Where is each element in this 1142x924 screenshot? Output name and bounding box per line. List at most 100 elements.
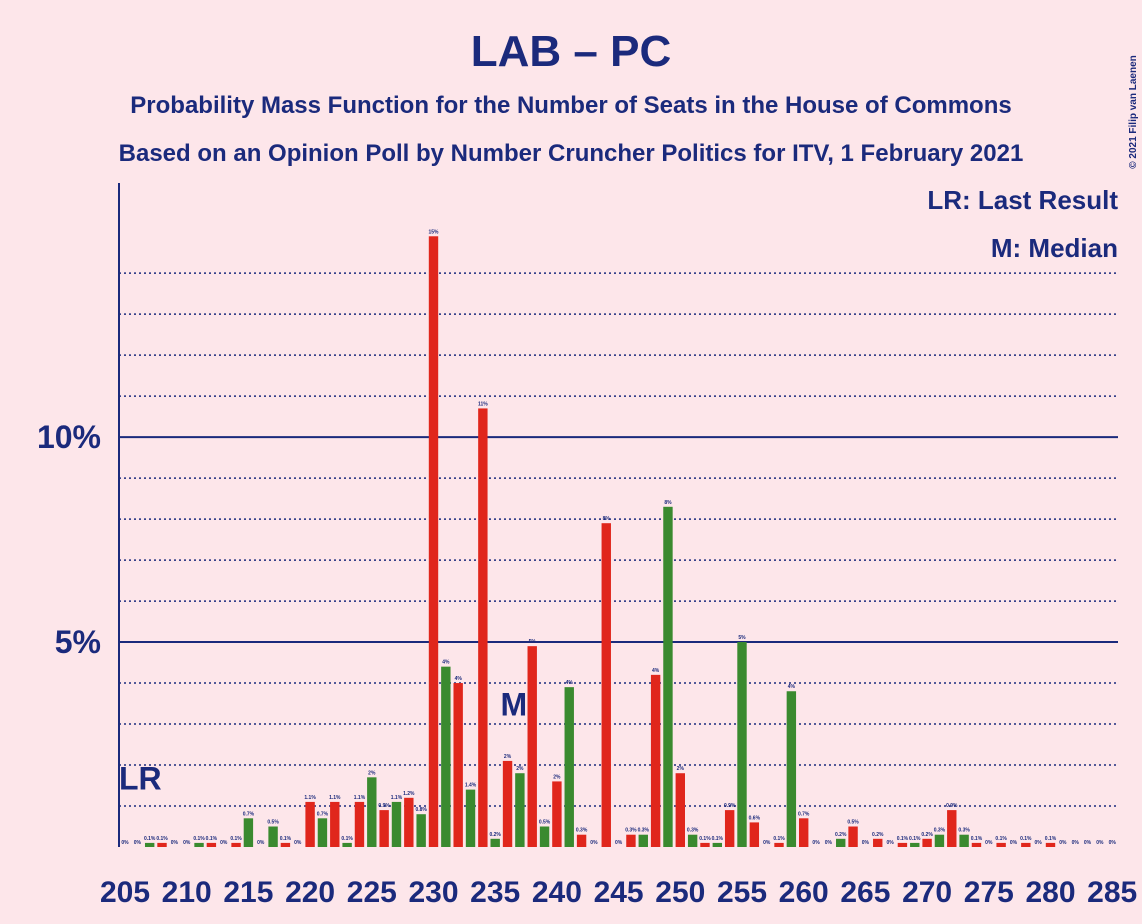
copyright: © 2021 Filip van Laenen: [1128, 55, 1139, 169]
x-tick-label: 275: [964, 876, 1014, 909]
bar: [428, 236, 439, 848]
value-label: 0.1%: [699, 836, 711, 842]
bar: [465, 789, 476, 847]
annotation: LR: [119, 760, 162, 796]
bar: [490, 838, 500, 847]
x-tick-label: 230: [408, 876, 458, 909]
value-label: 0.1%: [712, 836, 724, 842]
annotation: M: [501, 687, 528, 723]
bar: [391, 801, 402, 847]
value-label: 0.9%: [946, 803, 958, 809]
bar: [354, 801, 365, 847]
value-label: 4%: [788, 684, 796, 690]
bar: [305, 801, 315, 847]
value-label: 0.5%: [267, 820, 279, 826]
value-label: 0.8%: [415, 807, 427, 813]
value-label: 4%: [455, 676, 463, 682]
value-label: 4%: [442, 660, 450, 666]
value-label: 5%: [529, 639, 537, 645]
bar: [663, 506, 673, 847]
value-label: 4%: [652, 668, 660, 674]
value-label: 1.1%: [391, 795, 403, 801]
bar: [478, 408, 488, 847]
value-label: 1.1%: [329, 795, 341, 801]
bar: [922, 838, 932, 847]
bar: [786, 691, 797, 847]
value-label: 0%: [294, 840, 302, 846]
bar: [564, 687, 574, 847]
value-label: 8%: [603, 516, 611, 522]
bar: [515, 773, 525, 847]
value-label: 0.2%: [872, 832, 884, 838]
bar: [404, 797, 414, 847]
value-label: 2%: [504, 754, 512, 760]
bar: [342, 842, 352, 847]
value-label: 5%: [738, 635, 746, 641]
value-label: 0.5%: [539, 820, 551, 826]
value-label: 0%: [1096, 840, 1104, 846]
value-label: 1.4%: [465, 783, 477, 789]
bar: [231, 842, 241, 847]
x-tick-label: 225: [347, 876, 397, 909]
x-tick-label: 285: [1087, 876, 1137, 909]
value-label: 0.5%: [847, 820, 859, 826]
value-label: 0.1%: [280, 836, 292, 842]
bar: [268, 826, 278, 847]
bar: [601, 523, 611, 847]
bar: [330, 801, 340, 847]
bar: [552, 781, 562, 847]
value-label: 0.1%: [1020, 836, 1032, 842]
legend-entry: LR: Last Result: [927, 185, 1118, 215]
value-label: 0%: [1035, 840, 1043, 846]
bar: [897, 842, 908, 847]
value-label: 0.1%: [1045, 836, 1057, 842]
value-label: 0.3%: [687, 828, 699, 834]
x-tick-label: 265: [840, 876, 890, 909]
value-label: 4%: [566, 680, 574, 686]
y-tick-label: 5%: [55, 624, 101, 660]
value-label: 0.3%: [934, 828, 946, 834]
bar: [206, 842, 217, 847]
bar: [441, 666, 451, 847]
value-label: 0%: [183, 840, 191, 846]
bar: [947, 810, 957, 847]
value-label: 0%: [1109, 840, 1117, 846]
x-tick-label: 280: [1025, 876, 1075, 909]
value-label: 0.2%: [489, 832, 501, 838]
y-tick-label: 10%: [37, 419, 101, 455]
bar: [724, 810, 735, 847]
value-label: 0.1%: [909, 836, 921, 842]
value-label: 0.3%: [958, 828, 970, 834]
bar: [453, 683, 463, 847]
bar: [367, 777, 377, 847]
x-tick-label: 250: [655, 876, 705, 909]
bar: [539, 826, 550, 847]
bar: [1021, 842, 1031, 847]
value-label: 1.1%: [304, 795, 316, 801]
value-label: 0.7%: [317, 811, 329, 817]
bar: [280, 842, 291, 847]
value-label: 0.3%: [576, 828, 588, 834]
value-label: 0%: [220, 840, 228, 846]
x-tick-label: 255: [717, 876, 767, 909]
value-label: 2%: [516, 766, 524, 772]
value-label: 0.2%: [835, 832, 847, 838]
value-label: 0%: [1010, 840, 1018, 846]
value-label: 1.1%: [354, 795, 366, 801]
value-label: 0%: [985, 840, 993, 846]
value-label: 0.9%: [724, 803, 736, 809]
value-label: 2%: [553, 774, 561, 780]
value-label: 0.3%: [638, 828, 650, 834]
value-label: 0.6%: [749, 815, 761, 821]
bar: [527, 646, 537, 847]
value-label: 0%: [1084, 840, 1092, 846]
bar: [737, 642, 747, 847]
value-label: 0.1%: [995, 836, 1007, 842]
bar: [194, 842, 204, 847]
bar: [910, 842, 920, 847]
bar: [502, 760, 513, 847]
value-label: 0%: [615, 840, 623, 846]
value-label: 0.1%: [156, 836, 168, 842]
bar: [650, 674, 661, 847]
